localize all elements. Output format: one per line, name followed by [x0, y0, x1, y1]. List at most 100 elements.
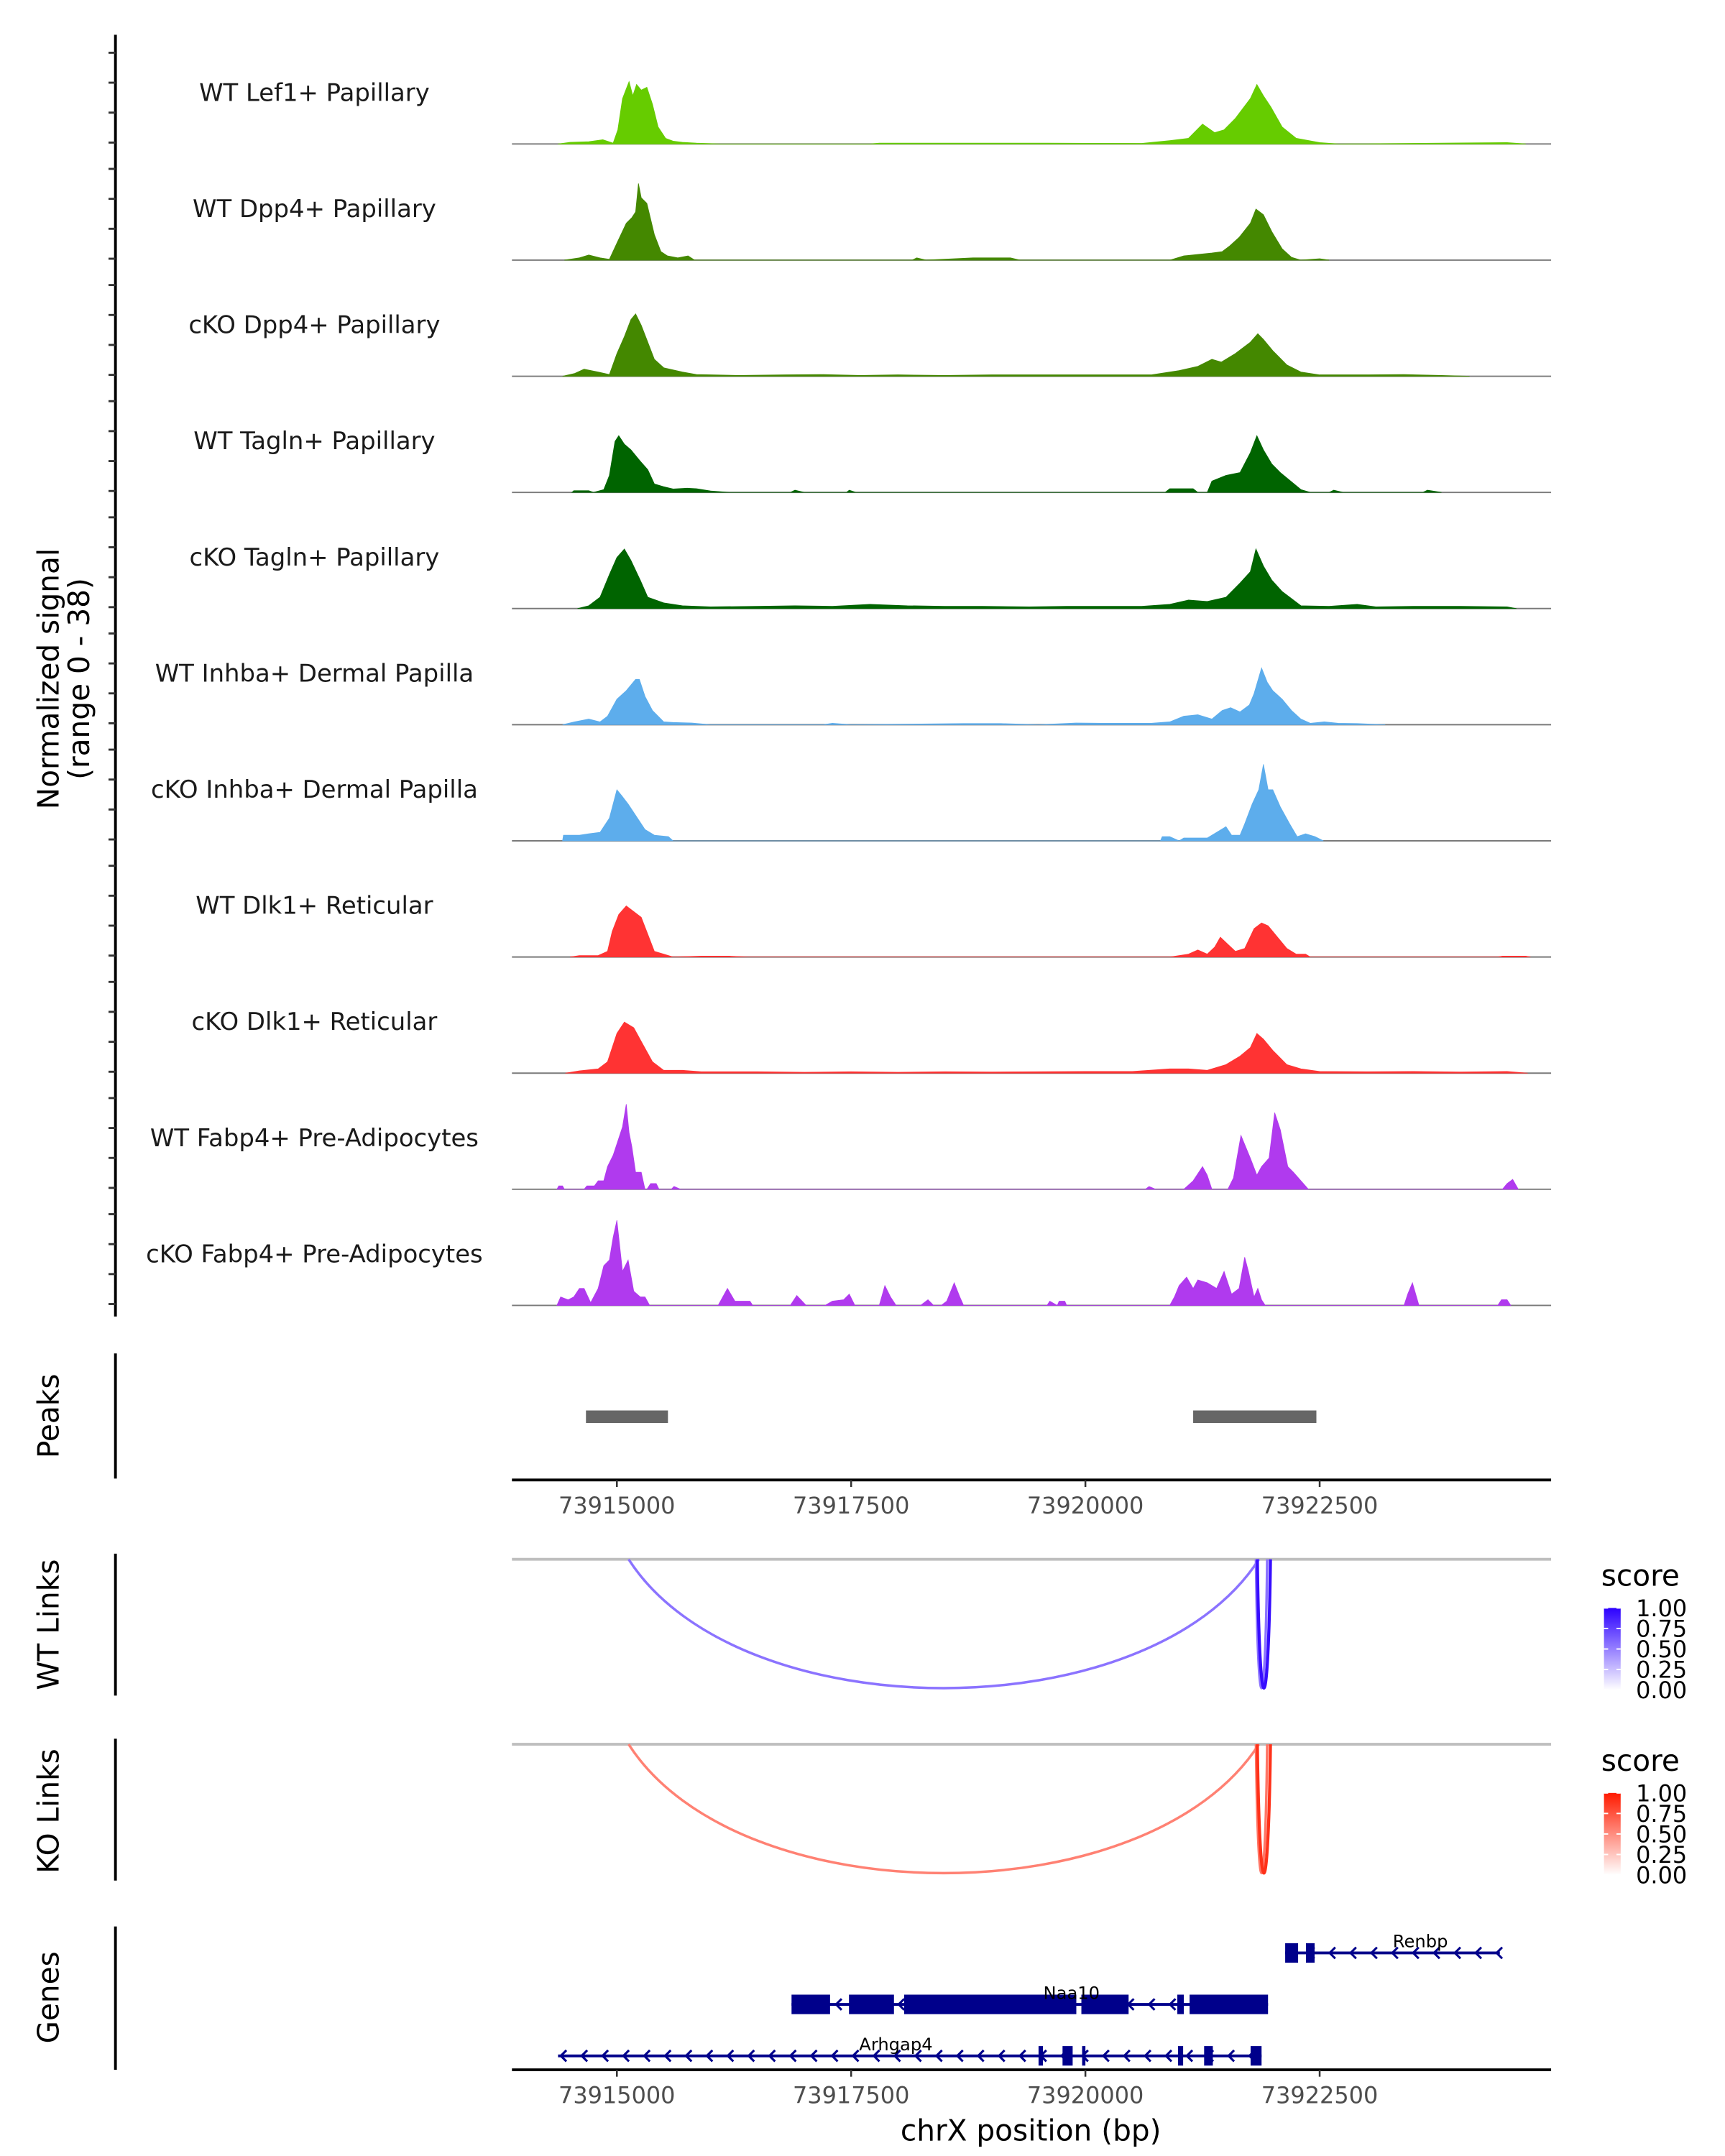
- peaks-track: Peaks: [31, 1353, 1317, 1479]
- coverage-y-axis: [108, 34, 117, 1317]
- strand-arrow-icon: [705, 2049, 714, 2063]
- strand-arrow-icon: [1018, 2049, 1026, 2063]
- coverage-track: WT Tagln+ Papillary: [193, 427, 1552, 494]
- strand-arrow-icon: [622, 2049, 630, 2063]
- strand-arrow-icon: [663, 2049, 672, 2063]
- strand-arrow-icon: [684, 2049, 693, 2063]
- coverage-tracks: WT Lef1+ Papillary WT Dpp4+ Papillary cKO …: [146, 78, 1552, 1307]
- strand-arrow-icon: [788, 2049, 797, 2063]
- x-axis-bottom: 73915000 73917500 73920000 73922500: [512, 2068, 1552, 2109]
- x-tick-label: 73922500: [1261, 1492, 1378, 1519]
- track-label: cKO Dlk1+ Reticular: [192, 1008, 438, 1036]
- y-axis-title-line1: Normalized signal: [31, 548, 65, 809]
- strand-arrow-icon: [747, 2049, 755, 2063]
- gene-exon: [1306, 1943, 1315, 1963]
- legend-title: score: [1601, 1743, 1680, 1778]
- x-tick-label: 73917500: [793, 1492, 909, 1519]
- strand-arrow-icon: [1495, 1946, 1504, 1960]
- link-arc: [1254, 1559, 1269, 1690]
- links-track-label: KO Links: [31, 1749, 65, 1874]
- gene-exon: [1082, 2046, 1086, 2066]
- link-arc: [1254, 1744, 1269, 1874]
- gene-exon: [849, 1994, 894, 2014]
- strand-arrow-icon: [1369, 1946, 1378, 1960]
- link-arc: [1256, 1744, 1272, 1875]
- coverage-area: [577, 548, 1517, 609]
- coverage-track: WT Dlk1+ Reticular: [196, 892, 1552, 958]
- gene-models: Renbp Naa10 Arhgap4: [558, 1932, 1504, 2066]
- x-tick-label: 73915000: [558, 1492, 675, 1519]
- gene-exon: [1285, 1943, 1299, 1963]
- coverage-area: [562, 667, 1386, 725]
- gene-exon: [1177, 2046, 1184, 2066]
- coverage-track: cKO Dlk1+ Reticular: [192, 1008, 1552, 1074]
- legend-tick-label: 0.75: [1636, 1800, 1687, 1828]
- gene-exon: [1081, 1994, 1129, 2014]
- genes-track-label: Genes: [31, 1951, 65, 2043]
- gene-exon: [791, 1994, 830, 2014]
- coverage-area: [556, 1104, 1519, 1190]
- strand-arrow-icon: [1411, 1946, 1420, 1960]
- gene-exon: [1062, 2046, 1073, 2066]
- peak-interval: [1193, 1410, 1317, 1423]
- track-label: WT Lef1+ Papillary: [199, 78, 430, 106]
- track-label: WT Dpp4+ Papillary: [193, 195, 436, 223]
- x-axis-title: chrX position (bp): [901, 2114, 1162, 2148]
- coverage-track: cKO Inhba+ Dermal Papilla: [151, 764, 1552, 842]
- strand-arrow-icon: [726, 2049, 735, 2063]
- x-tick-label: 73917500: [793, 2081, 909, 2109]
- strand-arrow-icon: [997, 2049, 1006, 2063]
- strand-arrow-icon: [1122, 2049, 1131, 2063]
- legend-tick-label: 0.25: [1636, 1657, 1687, 1684]
- legend-tick-label: 0.50: [1636, 1636, 1687, 1663]
- x-tick-label: 73915000: [558, 2081, 675, 2109]
- legend-tick-label: 0.50: [1636, 1821, 1687, 1848]
- gene-model: Naa10: [791, 1983, 1269, 2014]
- strand-arrow-icon: [914, 2049, 922, 2063]
- link-arc: [627, 1558, 1261, 1690]
- strand-arrow-icon: [1328, 1946, 1336, 1960]
- legend-tick-label: 0.00: [1636, 1677, 1687, 1704]
- y-axis-title-line2: (range 0 - 38): [62, 578, 96, 780]
- track-label: WT Fabp4+ Pre-Adipocytes: [150, 1124, 479, 1152]
- strand-arrow-icon: [809, 2049, 818, 2063]
- coverage-area: [571, 435, 1442, 493]
- strand-arrow-icon: [1168, 1998, 1177, 2011]
- legend-tick-label: 1.00: [1636, 1595, 1687, 1622]
- gene-name-label: Renbp: [1393, 1932, 1448, 1952]
- strand-arrow-icon: [955, 2049, 964, 2063]
- gene-exon: [1204, 2046, 1213, 2066]
- track-label: WT Inhba+ Dermal Papilla: [155, 659, 474, 687]
- strand-arrow-icon: [768, 2049, 776, 2063]
- coverage-track: cKO Fabp4+ Pre-Adipocytes: [146, 1220, 1552, 1307]
- strand-arrow-icon: [1164, 2049, 1173, 2063]
- legend-tick-label: 0.00: [1636, 1862, 1687, 1889]
- x-tick-label: 73920000: [1027, 1492, 1144, 1519]
- strand-arrow-icon: [1432, 1946, 1441, 1960]
- strand-arrow-icon: [1147, 1998, 1156, 2011]
- strand-arrow-icon: [976, 2049, 985, 2063]
- strand-arrow-icon: [1390, 1946, 1399, 1960]
- coverage-track: WT Inhba+ Dermal Papilla: [155, 659, 1552, 726]
- y-axis-title: Normalized signal (range 0 - 38): [31, 548, 96, 809]
- links-track-label: WT Links: [31, 1560, 65, 1690]
- strand-arrow-icon: [601, 2049, 610, 2063]
- strand-arrow-icon: [897, 1998, 906, 2011]
- coverage-track: WT Lef1+ Papillary: [199, 78, 1552, 145]
- coverage-area: [556, 1220, 1512, 1306]
- coverage-track: WT Fabp4+ Pre-Adipocytes: [150, 1104, 1552, 1190]
- coverage-area: [558, 80, 1526, 144]
- strand-arrow-icon: [1185, 2049, 1194, 2063]
- strand-arrow-icon: [830, 2049, 839, 2063]
- track-label: cKO Tagln+ Papillary: [190, 543, 440, 571]
- coverage-area: [562, 313, 1470, 377]
- gene-exon: [903, 1994, 1077, 2014]
- gene-exon: [1038, 2046, 1044, 2066]
- strand-arrow-icon: [1348, 1946, 1357, 1960]
- link-arc: [627, 1743, 1261, 1875]
- track-label: cKO Fabp4+ Pre-Adipocytes: [146, 1240, 483, 1268]
- gene-name-label: Naa10: [1044, 1983, 1100, 2003]
